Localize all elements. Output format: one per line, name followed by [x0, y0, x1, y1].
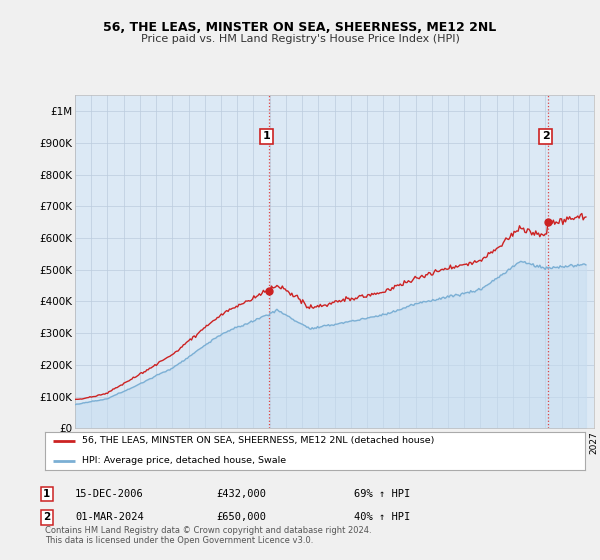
Text: 01-MAR-2024: 01-MAR-2024: [75, 512, 144, 522]
Text: £650,000: £650,000: [216, 512, 266, 522]
Text: 56, THE LEAS, MINSTER ON SEA, SHEERNESS, ME12 2NL: 56, THE LEAS, MINSTER ON SEA, SHEERNESS,…: [103, 21, 497, 34]
Point: [544, 218, 553, 227]
Text: Contains HM Land Registry data © Crown copyright and database right 2024.
This d: Contains HM Land Registry data © Crown c…: [45, 526, 371, 545]
Text: 1: 1: [43, 489, 50, 499]
Point: [264, 287, 274, 296]
Text: 1: 1: [263, 132, 271, 142]
Text: £432,000: £432,000: [216, 489, 266, 499]
Text: Price paid vs. HM Land Registry's House Price Index (HPI): Price paid vs. HM Land Registry's House …: [140, 34, 460, 44]
Text: 15-DEC-2006: 15-DEC-2006: [75, 489, 144, 499]
Text: 69% ↑ HPI: 69% ↑ HPI: [354, 489, 410, 499]
Text: 2: 2: [43, 512, 50, 522]
Text: 56, THE LEAS, MINSTER ON SEA, SHEERNESS, ME12 2NL (detached house): 56, THE LEAS, MINSTER ON SEA, SHEERNESS,…: [82, 436, 434, 445]
Text: 40% ↑ HPI: 40% ↑ HPI: [354, 512, 410, 522]
Text: 2: 2: [542, 132, 550, 142]
Text: HPI: Average price, detached house, Swale: HPI: Average price, detached house, Swal…: [82, 456, 286, 465]
